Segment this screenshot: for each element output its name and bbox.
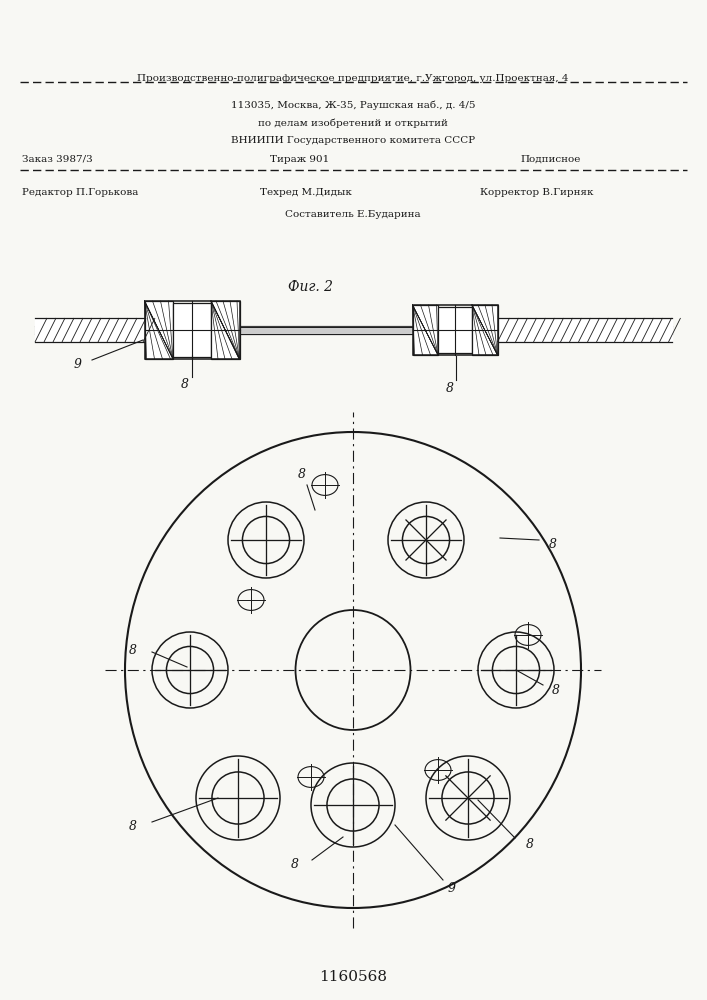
Text: по делам изобретений и открытий: по делам изобретений и открытий (258, 118, 448, 127)
Text: 9: 9 (74, 359, 82, 371)
Bar (211, 301, 240, 359)
Text: 8: 8 (526, 838, 534, 852)
Text: Производственно-полиграфическое предприятие, г.Ужгород, ул.Проектная, 4: Производственно-полиграфическое предприя… (137, 74, 568, 83)
Text: 8: 8 (298, 468, 306, 482)
Text: Заказ 3987/3: Заказ 3987/3 (22, 155, 93, 164)
Text: 8: 8 (446, 381, 454, 394)
Text: 8: 8 (129, 644, 137, 656)
Bar (412, 305, 438, 355)
Bar (144, 301, 240, 359)
Text: 9: 9 (448, 882, 456, 894)
Text: 8: 8 (181, 378, 189, 391)
Text: 8: 8 (291, 858, 299, 871)
Text: Тираж 901: Тираж 901 (270, 155, 329, 164)
Text: 1160568: 1160568 (319, 970, 387, 984)
Text: Техред М.Дидык: Техред М.Дидык (260, 188, 352, 197)
Text: Подписное: Подписное (520, 155, 580, 164)
Text: Фиг. 2: Фиг. 2 (288, 280, 332, 294)
Text: 8: 8 (129, 820, 137, 834)
Text: Корректор В.Гирняк: Корректор В.Гирняк (480, 188, 593, 197)
Text: 8: 8 (549, 538, 557, 552)
Bar (173, 303, 211, 357)
Text: 8: 8 (552, 684, 560, 696)
Text: 113035, Москва, Ж-35, Раушская наб., д. 4/5: 113035, Москва, Ж-35, Раушская наб., д. … (230, 100, 475, 109)
Text: Составитель Е.Бударина: Составитель Е.Бударина (285, 210, 421, 219)
Bar (472, 305, 498, 355)
Bar (412, 305, 498, 355)
Bar (438, 307, 472, 353)
Text: ВНИИПИ Государственного комитета СССР: ВНИИПИ Государственного комитета СССР (231, 136, 475, 145)
Text: Редактор П.Горькова: Редактор П.Горькова (22, 188, 139, 197)
Bar (144, 301, 173, 359)
